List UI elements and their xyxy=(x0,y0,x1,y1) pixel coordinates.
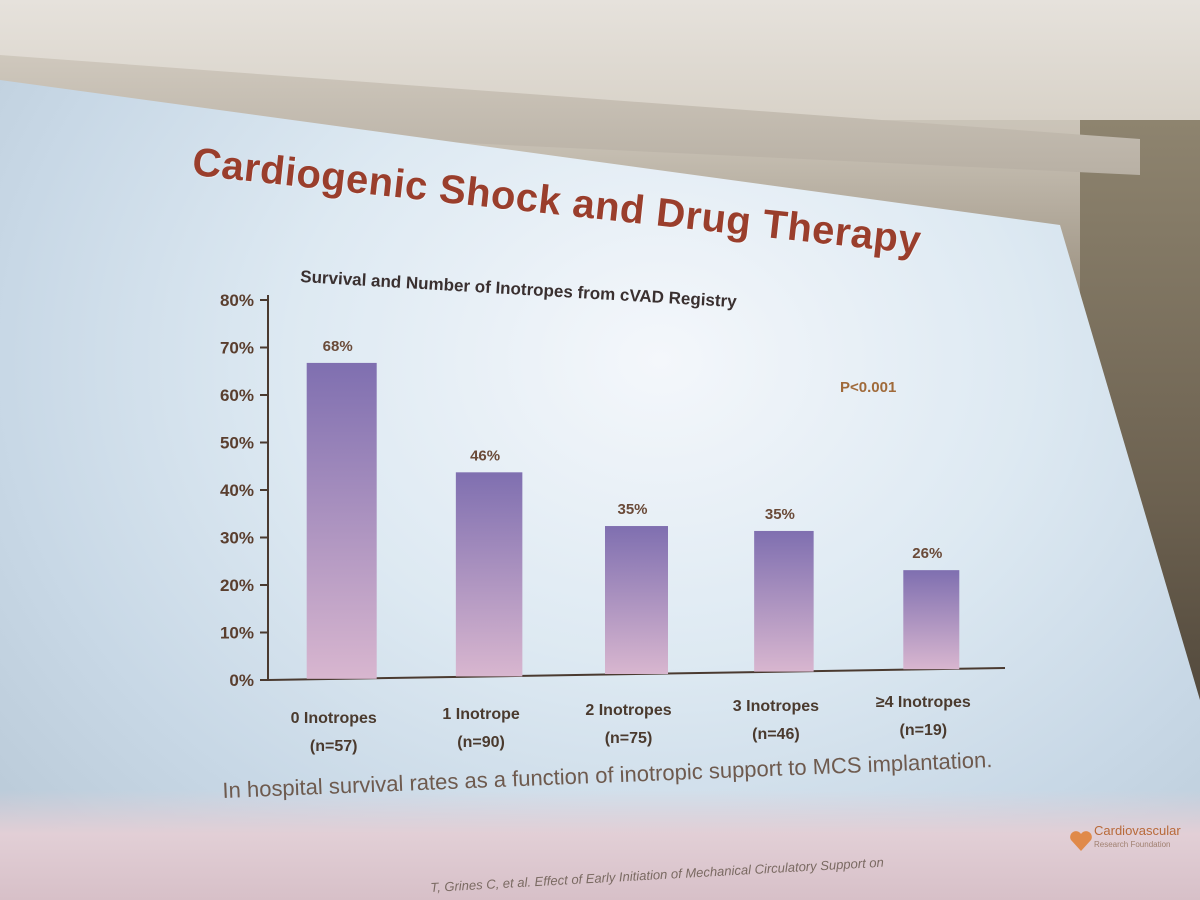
bar-value-label: 35% xyxy=(765,506,795,523)
x-category-label: ≥4 Inotropes xyxy=(876,694,971,711)
logo-line1: Cardiovascular xyxy=(1094,823,1181,838)
bar-value-label: 35% xyxy=(617,501,647,518)
y-tick-label: 0% xyxy=(229,671,254,690)
bar-value-label: 26% xyxy=(912,545,942,562)
y-tick-label: 20% xyxy=(220,576,254,595)
logo-text: Cardiovascular Research Foundation xyxy=(1094,824,1181,852)
y-tick-label: 70% xyxy=(220,339,254,358)
bar xyxy=(754,530,814,672)
p-value-annotation: P<0.001 xyxy=(840,379,896,396)
x-category-count: (n=46) xyxy=(752,726,800,743)
bar xyxy=(455,472,523,677)
y-tick-label: 80% xyxy=(220,291,254,310)
y-tick-label: 50% xyxy=(220,434,254,453)
y-tick-label: 60% xyxy=(220,386,254,405)
x-category-count: (n=75) xyxy=(605,730,653,747)
cardiovascular-research-foundation-logo: Cardiovascular Research Foundation xyxy=(1068,820,1198,870)
x-category-label: 3 Inotropes xyxy=(733,698,819,715)
bar xyxy=(605,526,668,674)
heart-logo-icon xyxy=(1070,831,1092,851)
bar-value-label: 68% xyxy=(323,338,353,355)
chart-subtitle: Survival and Number of Inotropes from cV… xyxy=(300,267,738,311)
y-tick-label: 10% xyxy=(220,624,254,643)
x-category-count: (n=19) xyxy=(900,722,948,739)
x-category-label: 2 Inotropes xyxy=(585,702,671,719)
x-category-label: 0 Inotropes xyxy=(291,710,377,727)
chart-bars: 68% 0 Inotropes (n=57) 46% 1 Inotrope (n=90) 3… xyxy=(291,338,971,755)
logo-line2: Research Foundation xyxy=(1094,840,1171,849)
bar-value-label: 46% xyxy=(470,447,500,464)
bar xyxy=(306,362,377,679)
slide-footer-band xyxy=(0,790,1200,900)
x-category-count: (n=57) xyxy=(310,738,358,755)
y-tick-label: 30% xyxy=(220,529,254,548)
x-category-label: 1 Inotrope xyxy=(442,706,519,723)
y-tick-label: 40% xyxy=(220,481,254,500)
x-category-count: (n=90) xyxy=(457,734,505,751)
bar xyxy=(903,570,960,670)
